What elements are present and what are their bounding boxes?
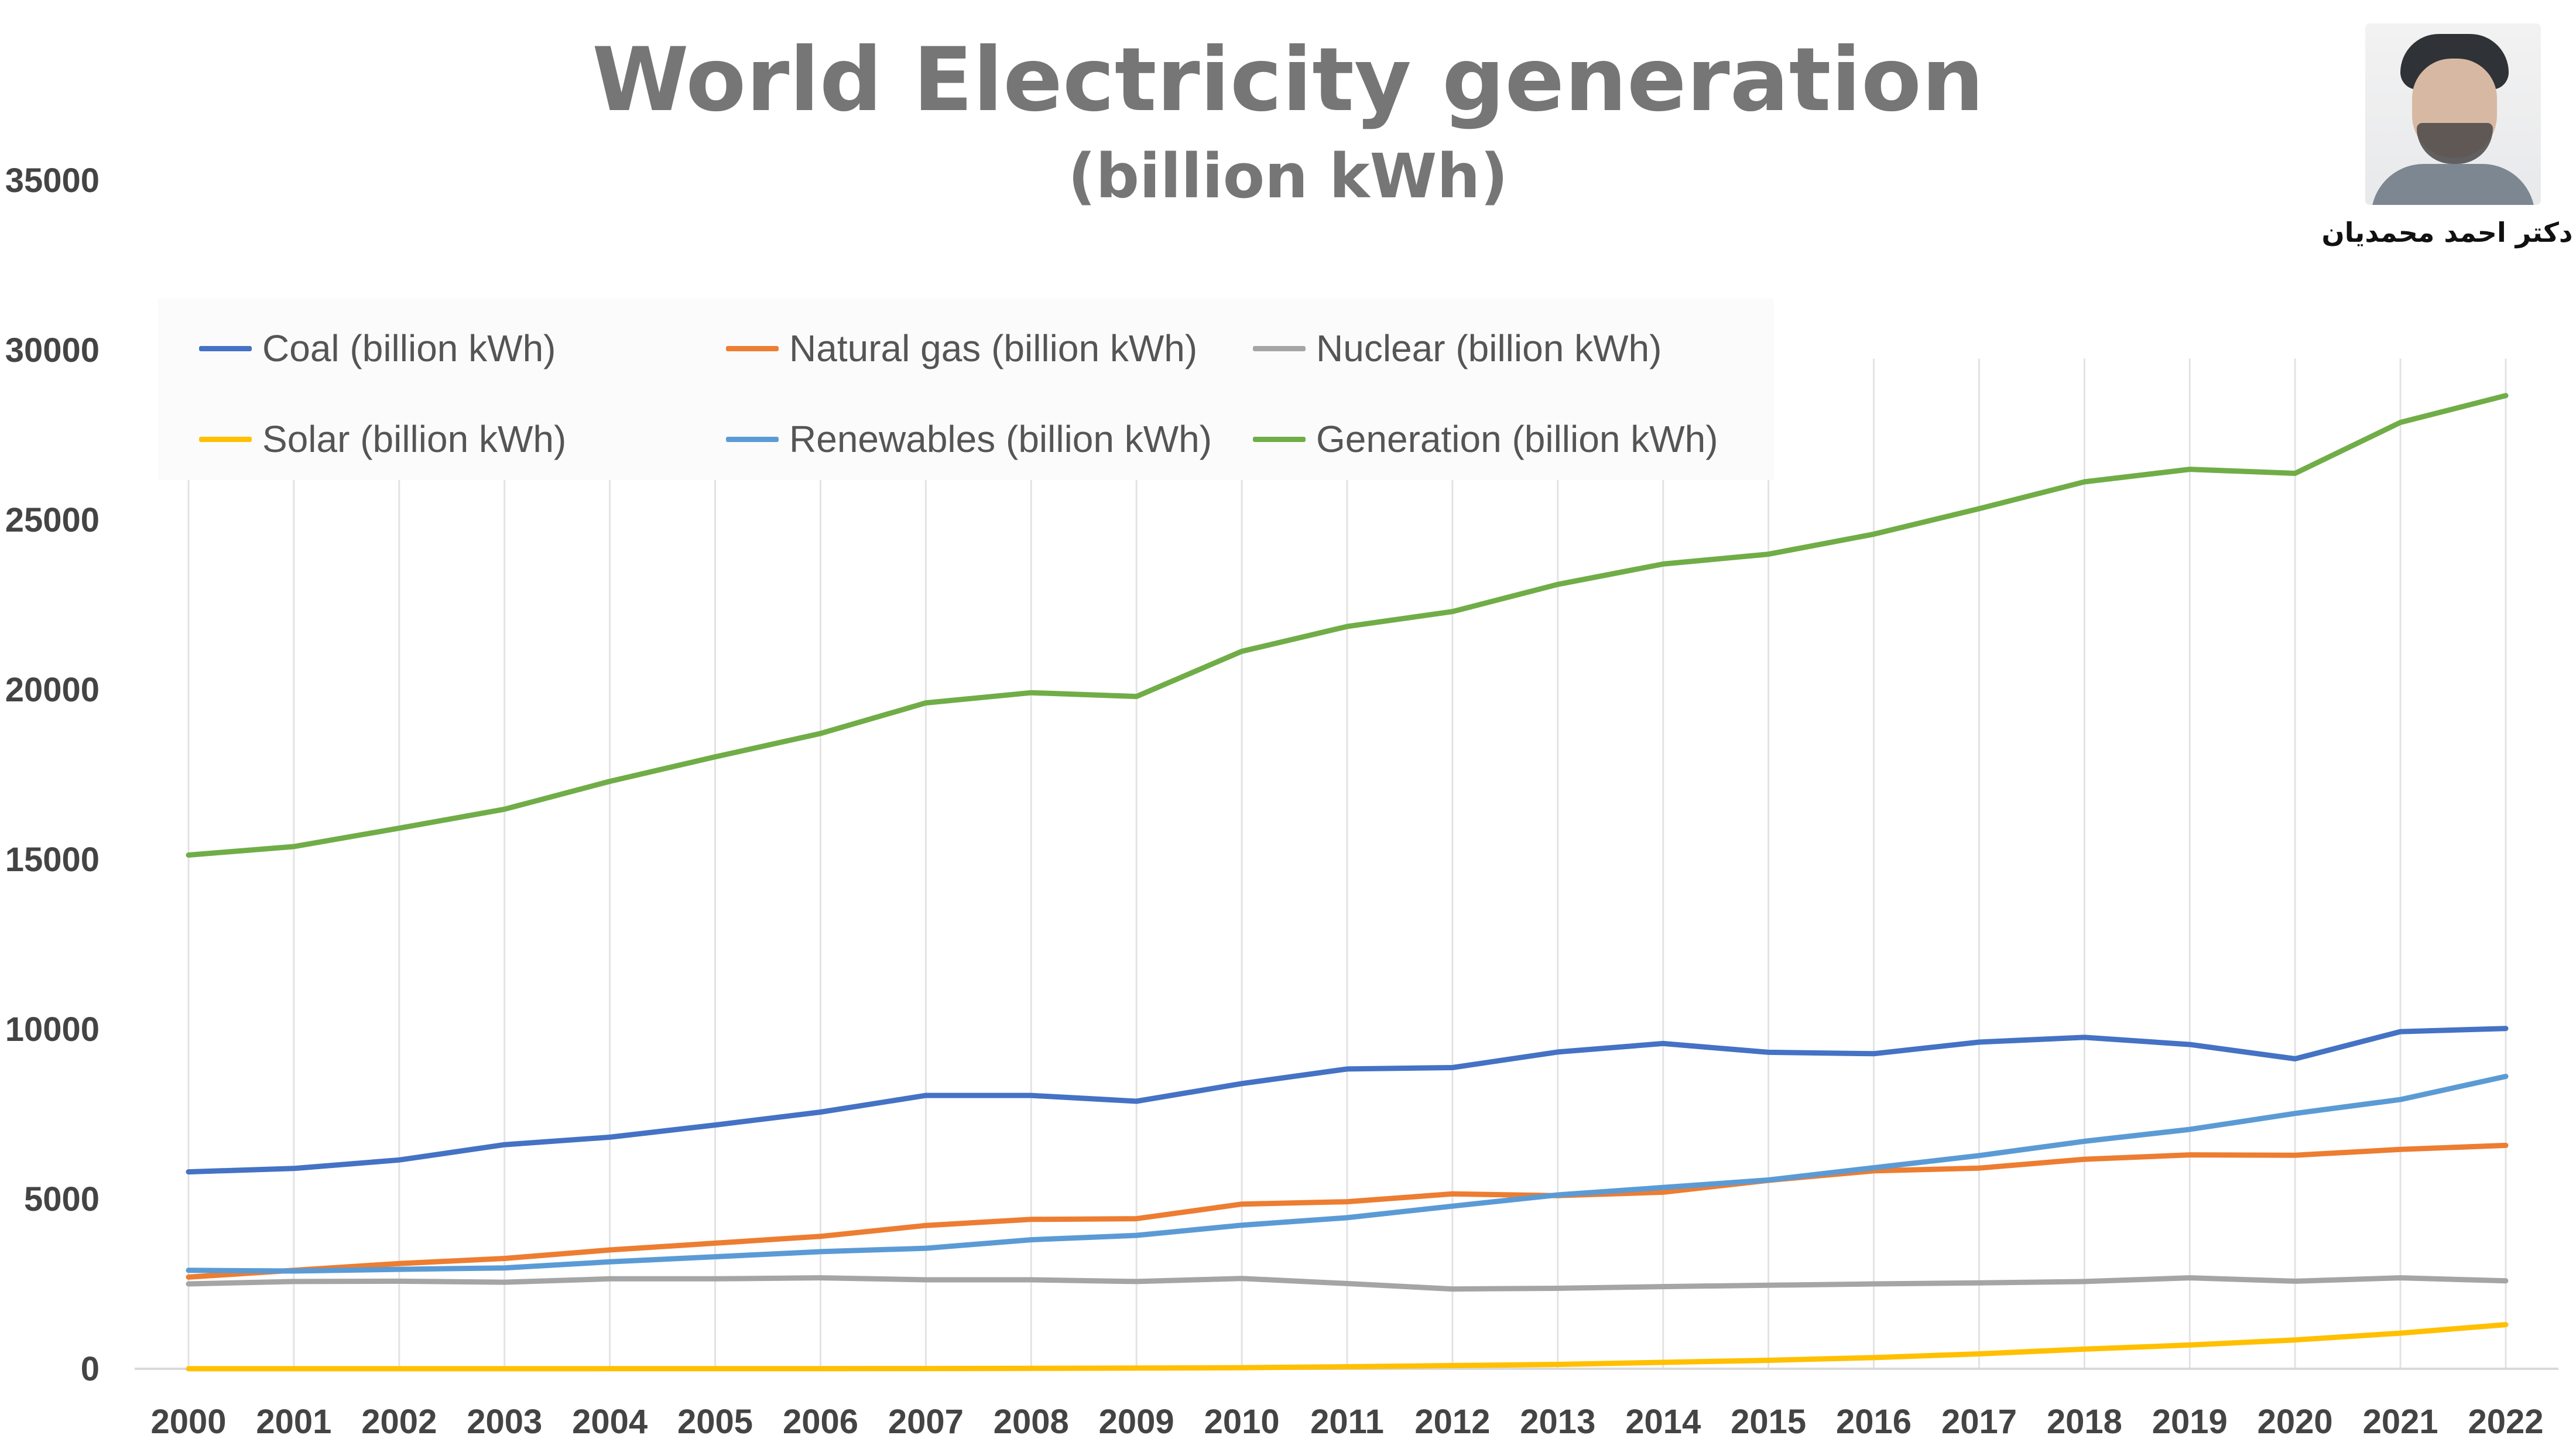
legend-label-renewables: Renewables (billion kWh) bbox=[789, 418, 1212, 460]
x-tick-label: 2017 bbox=[1941, 1403, 2017, 1441]
portrait-photo-icon bbox=[2365, 23, 2541, 205]
chart-subtitle: (billion kWh) bbox=[1068, 141, 1508, 212]
chart-legend: Coal (billion kWh) Natural gas (billion … bbox=[158, 299, 1774, 480]
x-tick-label: 2013 bbox=[1520, 1403, 1595, 1441]
grid-layer bbox=[187, 358, 2507, 1369]
legend-swatch-renewables bbox=[726, 436, 779, 442]
legend-item-natural-gas: Natural gas (billion kWh) bbox=[726, 319, 1197, 378]
x-tick-label: 2010 bbox=[1204, 1403, 1280, 1441]
legend-swatch-natural-gas bbox=[726, 345, 779, 351]
series-line-natural-gas bbox=[186, 1142, 2509, 1280]
series-line-nuclear bbox=[186, 1275, 2509, 1292]
y-tick-label: 30000 bbox=[5, 331, 100, 369]
x-tick-label: 2021 bbox=[2363, 1403, 2438, 1441]
x-tick-label: 2011 bbox=[1310, 1403, 1384, 1441]
y-tick-label: 25000 bbox=[5, 501, 100, 539]
x-tick-label: 2008 bbox=[994, 1403, 1069, 1441]
y-tick-label: 35000 bbox=[5, 162, 100, 200]
series-layer bbox=[186, 393, 2509, 1372]
x-tick-label: 2005 bbox=[677, 1403, 753, 1441]
legend-swatch-generation bbox=[1253, 436, 1306, 442]
chart-title: World Electricity generation bbox=[592, 29, 1984, 131]
x-tick-label: 2009 bbox=[1099, 1403, 1174, 1441]
x-tick-label: 2001 bbox=[256, 1403, 331, 1441]
legend-label-solar: Solar (billion kWh) bbox=[262, 418, 567, 460]
y-tick-label: 20000 bbox=[5, 671, 100, 709]
legend-item-coal: Coal (billion kWh) bbox=[199, 319, 556, 378]
legend-item-solar: Solar (billion kWh) bbox=[199, 410, 566, 468]
x-tick-label: 2018 bbox=[2047, 1403, 2122, 1441]
x-tick-label: 2020 bbox=[2258, 1403, 2333, 1441]
x-tick-label: 2022 bbox=[2468, 1403, 2543, 1441]
y-tick-label: 0 bbox=[81, 1350, 100, 1388]
x-tick-label: 2019 bbox=[2152, 1403, 2228, 1441]
x-tick-label: 2004 bbox=[572, 1403, 648, 1441]
series-line-coal bbox=[186, 1026, 2509, 1175]
x-tick-label: 2006 bbox=[783, 1403, 858, 1441]
legend-label-generation: Generation (billion kWh) bbox=[1316, 418, 1718, 460]
y-tick-label: 10000 bbox=[5, 1010, 100, 1049]
series-line-solar bbox=[186, 1322, 2509, 1372]
x-tick-label: 2014 bbox=[1625, 1403, 1701, 1441]
series-line-renewables bbox=[186, 1074, 2509, 1274]
y-tick-label: 15000 bbox=[5, 841, 100, 879]
axis-layer: 2000 2001 2002 2003 2004 2005 2006 2007 2008 2009… bbox=[5, 162, 2558, 1441]
y-tick-label: 5000 bbox=[24, 1180, 100, 1218]
x-tick-label: 2015 bbox=[1731, 1403, 1806, 1441]
x-tick-label: 2003 bbox=[467, 1403, 542, 1441]
legend-swatch-solar bbox=[199, 436, 252, 442]
legend-label-coal: Coal (billion kWh) bbox=[262, 327, 556, 369]
legend-swatch-nuclear bbox=[1253, 345, 1306, 351]
x-tick-label: 2016 bbox=[1836, 1403, 1912, 1441]
x-tick-label: 2002 bbox=[361, 1403, 437, 1441]
author-block: دکتر احمد محمدیان bbox=[2318, 23, 2576, 269]
author-name: دکتر احمد محمدیان bbox=[2321, 217, 2573, 248]
legend-item-renewables: Renewables (billion kWh) bbox=[726, 410, 1212, 468]
legend-label-natural-gas: Natural gas (billion kWh) bbox=[789, 327, 1198, 369]
legend-swatch-coal bbox=[199, 345, 252, 351]
x-tick-label: 2007 bbox=[888, 1403, 964, 1441]
series-line-generation bbox=[186, 393, 2509, 858]
legend-item-generation: Generation (billion kWh) bbox=[1253, 410, 1718, 468]
legend-label-nuclear: Nuclear (billion kWh) bbox=[1316, 327, 1662, 369]
legend-item-nuclear: Nuclear (billion kWh) bbox=[1253, 319, 1662, 378]
x-tick-label: 2000 bbox=[150, 1403, 226, 1441]
x-tick-label: 2012 bbox=[1414, 1403, 1490, 1441]
